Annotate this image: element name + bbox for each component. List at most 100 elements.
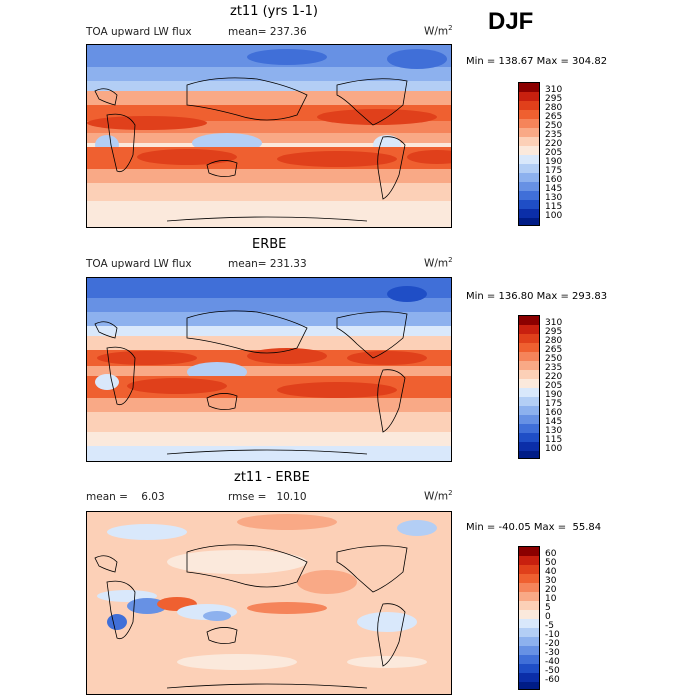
panel1-tick: 280 [545, 103, 563, 113]
panel3-colorbar-bin [519, 610, 539, 619]
panel3-minmax: Min = -40.05 Max = 55.84 [466, 522, 602, 533]
panel2-colorbar-bin [519, 424, 539, 433]
panel2-variable-label: TOA upward LW flux [86, 258, 192, 270]
panel2-tick: 220 [545, 372, 563, 382]
panel1-tick: 190 [545, 157, 563, 167]
panel2-colorbar-bin [519, 388, 539, 397]
panel2-tick: 190 [545, 390, 563, 400]
panel2-units: W/m2 [424, 256, 453, 270]
panel2-mean-label: mean= 231.33 [228, 258, 307, 270]
panel3-tick: -5 [545, 621, 554, 631]
panel2-colorbar-bin [519, 442, 539, 451]
panel3-colorbar-bin [519, 547, 539, 556]
panel2-minmax: Min = 136.80 Max = 293.83 [466, 291, 608, 302]
panel2-colorbar-bin [519, 343, 539, 352]
panel1-colorbar-bin [519, 83, 539, 92]
panel2-tick: 280 [545, 336, 563, 346]
panel3-colorbar-bin [519, 637, 539, 646]
panel3-colorbar-bin [519, 628, 539, 637]
panel2-tick: 265 [545, 345, 563, 355]
panel3-colorbar-bin [519, 592, 539, 601]
panel1-colorbar-bin [519, 146, 539, 155]
panel3-tick: 60 [545, 549, 557, 559]
panel3-tick: -30 [545, 648, 560, 658]
panel3-colorbar-bin [519, 682, 539, 689]
panel3-tick: 10 [545, 594, 557, 604]
panel1-colorbar-bin [519, 119, 539, 128]
panel1-tick: 115 [545, 202, 563, 212]
panel1-tick: 235 [545, 130, 563, 140]
panel2-title: ERBE [252, 237, 287, 252]
panel1-colorbar-bin [519, 101, 539, 110]
panel2-colorbar-bin [519, 334, 539, 343]
panel3-colorbar-bin [519, 655, 539, 664]
panel2-colorbar-bin [519, 406, 539, 415]
panel2-colorbar-bin [519, 433, 539, 442]
panel2-tick: 100 [545, 444, 563, 454]
panel3-map [86, 511, 452, 695]
panel1-title: zt11 (yrs 1-1) [230, 4, 318, 19]
panel1-colorbar-bin [519, 182, 539, 191]
panel1-colorbar-bin [519, 173, 539, 182]
panel3-tick: 30 [545, 576, 557, 586]
panel3-colorbar-bin [519, 601, 539, 610]
panel2-colorbar-bin [519, 361, 539, 370]
panel3-colorbar-bin [519, 556, 539, 565]
panel1-colorbar-bin [519, 128, 539, 137]
panel3-colorbar [518, 546, 540, 690]
panel1-colorbar-bin [519, 92, 539, 101]
panel3-tick: 40 [545, 567, 557, 577]
panel2-tick: 310 [545, 318, 563, 328]
panel2-colorbar-bin [519, 325, 539, 334]
panel2-tick: 115 [545, 435, 563, 445]
panel1-tick: 265 [545, 112, 563, 122]
panel1-minmax: Min = 138.67 Max = 304.82 [466, 56, 608, 67]
panel3-tick: 20 [545, 585, 557, 595]
panel1-colorbar-bin [519, 209, 539, 218]
panel1-colorbar-bin [519, 155, 539, 164]
panel2-tick: 250 [545, 354, 563, 364]
panel3-colorbar-bin [519, 565, 539, 574]
panel1-mean-label: mean= 237.36 [228, 26, 307, 38]
panel1-colorbar-bin [519, 191, 539, 200]
panel1-map [86, 44, 452, 228]
panel1-colorbar-bin [519, 137, 539, 146]
panel2-tick: 160 [545, 408, 563, 418]
panel2-colorbar-bin [519, 451, 539, 458]
panel1-tick: 310 [545, 85, 563, 95]
panel1-tick: 145 [545, 184, 563, 194]
panel3-tick: -20 [545, 639, 560, 649]
panel3-tick: -60 [545, 675, 560, 685]
panel2-tick: 235 [545, 363, 563, 373]
panel3-colorbar-bin [519, 646, 539, 655]
panel1-tick: 100 [545, 211, 563, 221]
panel3-mean-label: mean = 6.03 [86, 491, 165, 503]
panel2-colorbar-bin [519, 415, 539, 424]
panel2-tick: 130 [545, 426, 563, 436]
panel2-colorbar [518, 315, 540, 459]
panel3-title: zt11 - ERBE [234, 470, 310, 485]
panel1-colorbar-bin [519, 218, 539, 225]
panel3-tick: -10 [545, 630, 560, 640]
panel2-map [86, 277, 452, 462]
panel1-colorbar-bin [519, 164, 539, 173]
panel3-tick: -50 [545, 666, 560, 676]
panel1-tick: 295 [545, 94, 563, 104]
panel3-tick: 5 [545, 603, 551, 613]
panel1-tick: 130 [545, 193, 563, 203]
panel3-colorbar-bin [519, 583, 539, 592]
panel1-colorbar [518, 82, 540, 226]
panel1-colorbar-bin [519, 110, 539, 119]
panel1-tick: 250 [545, 121, 563, 131]
panel3-units: W/m2 [424, 489, 453, 503]
panel1-tick: 175 [545, 166, 563, 176]
panel3-colorbar-bin [519, 619, 539, 628]
panel1-tick: 220 [545, 139, 563, 149]
panel2-tick: 175 [545, 399, 563, 409]
panel2-colorbar-bin [519, 316, 539, 325]
panel3-colorbar-bin [519, 664, 539, 673]
panel3-colorbar-bin [519, 673, 539, 682]
panel1-tick: 160 [545, 175, 563, 185]
panel1-tick: 205 [545, 148, 563, 158]
season-label: DJF [488, 8, 534, 35]
